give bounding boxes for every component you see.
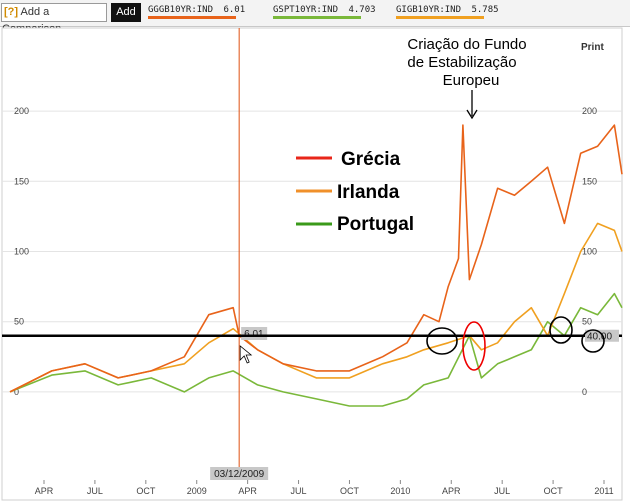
highlight-ellipse-red xyxy=(462,321,486,371)
highlight-circle xyxy=(581,329,605,353)
legend: Grécia Irlanda Portugal xyxy=(296,149,414,235)
x-tick-label: OCT xyxy=(136,486,156,496)
highlight-circle xyxy=(549,316,573,344)
x-tick-label: APR xyxy=(35,486,54,496)
x-tick-label: 2011 xyxy=(594,486,613,496)
x-tick-label: 2010 xyxy=(390,486,410,496)
annotation-line-2: de Estabilização xyxy=(407,54,516,71)
x-tick-label: OCT xyxy=(544,486,564,496)
grid xyxy=(2,110,622,393)
x-tick-label: JUL xyxy=(291,486,307,496)
series-line-portugal xyxy=(9,292,623,407)
mouse-cursor-icon xyxy=(239,345,253,364)
legend-label-grecia: Grécia xyxy=(341,149,401,170)
y-tick-label-right: 0 xyxy=(582,387,587,397)
y-tick-label-right: 150 xyxy=(582,176,597,186)
ticker-gigb[interactable]: GIGB10YR:IND 5.785 xyxy=(396,5,499,19)
annotation-line-1: Criação do Fundo xyxy=(407,36,526,53)
series-line-irlanda xyxy=(9,222,623,393)
highlight-marks xyxy=(426,316,605,371)
y-tick-label-right: 200 xyxy=(582,106,597,116)
ticker-ggb[interactable]: GGGB10YR:IND 6.01 xyxy=(148,5,245,19)
add-button[interactable]: Add xyxy=(111,3,141,22)
x-tick-label: 2009 xyxy=(187,486,207,496)
series-layer xyxy=(9,124,623,407)
crosshair-date-box xyxy=(210,467,269,480)
x-axis: APR JUL OCT 2009 APR JUL OCT 2010 APR JUL OCT 2011 xyxy=(35,480,614,496)
ticker-label: GSPT10YR:IND xyxy=(273,5,339,15)
ticker-value: 6.01 xyxy=(223,5,246,15)
annotation-line-3: Europeu xyxy=(443,72,500,89)
reference-value-label: 40.00 xyxy=(587,332,612,343)
y-tick-label: 50 xyxy=(14,317,24,327)
ticker-color-bar xyxy=(148,16,236,19)
y-tick-label: 0 xyxy=(14,387,19,397)
y-axis-left: 0 50 100 150 200 xyxy=(14,106,29,397)
y-tick-label: 100 xyxy=(14,246,29,256)
series-line-grécia xyxy=(9,124,623,393)
plot-area xyxy=(1,27,623,501)
y-tick-label: 200 xyxy=(14,106,29,116)
x-tick-label: OCT xyxy=(340,486,360,496)
ticker-label: GIGB10YR:IND xyxy=(396,5,462,15)
y-tick-label-right: 50 xyxy=(582,317,592,327)
x-tick-label: JUL xyxy=(494,486,510,496)
annotation-arrow-head xyxy=(466,109,478,120)
y-axis-right: 0 50 100 150 200 xyxy=(582,106,597,397)
ticker-color-bar xyxy=(396,16,484,19)
annotation: Criação do Fundo de Estabilização Europe… xyxy=(407,36,527,120)
ticker-label: GGGB10YR:IND xyxy=(148,5,214,15)
print-link[interactable]: Print xyxy=(581,42,604,53)
highlight-circle xyxy=(426,327,458,355)
x-tick-label: JUL xyxy=(87,486,103,496)
y-tick-label: 150 xyxy=(14,176,29,186)
legend-label-irlanda: Irlanda xyxy=(337,182,400,203)
legend-label-portugal: Portugal xyxy=(337,214,414,235)
ticker-value: 5.785 xyxy=(471,5,499,15)
y-tick-label-right: 100 xyxy=(582,246,597,256)
x-tick-label: APR xyxy=(238,486,257,496)
ticker-gspt[interactable]: GSPT10YR:IND 4.703 xyxy=(273,5,376,19)
crosshair-date-label: 03/12/2009 xyxy=(214,469,264,480)
ticker-value: 4.703 xyxy=(348,5,376,15)
ticker-color-bar xyxy=(273,16,361,19)
x-tick-label: APR xyxy=(442,486,461,496)
help-icon[interactable]: [?] xyxy=(4,6,19,18)
